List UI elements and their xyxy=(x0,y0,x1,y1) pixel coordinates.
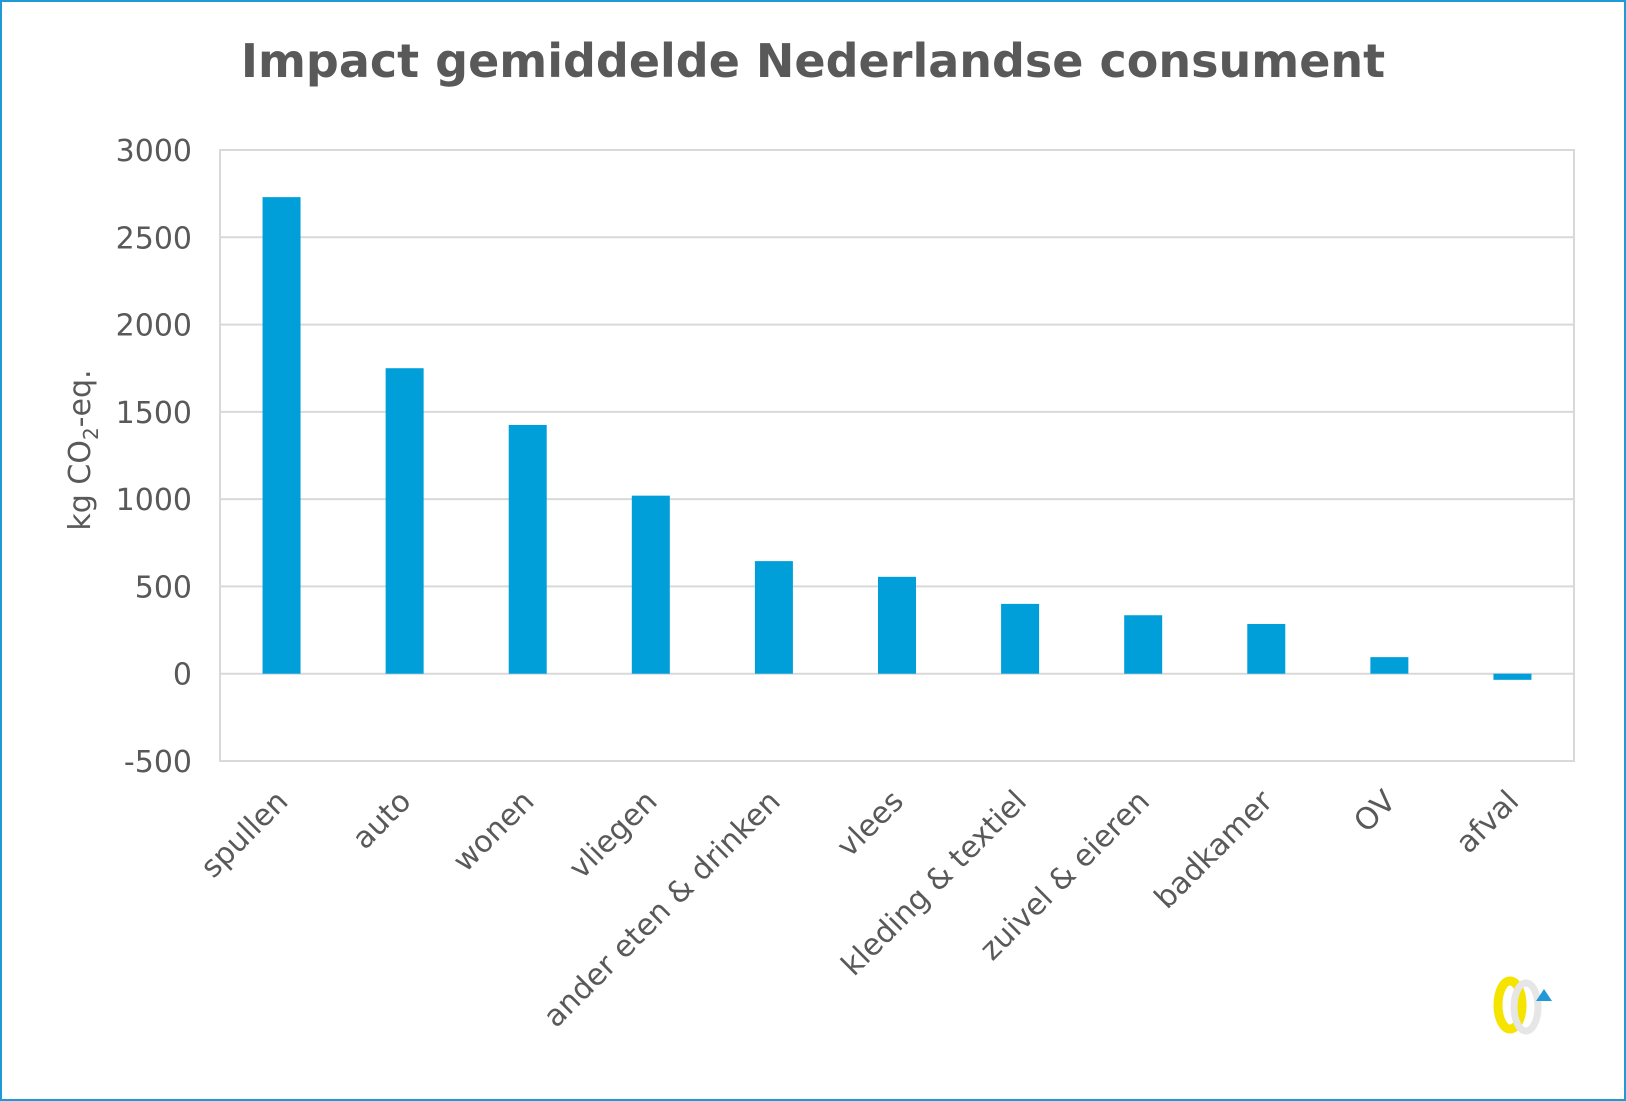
bar xyxy=(1370,657,1409,674)
x-tick-label: afval xyxy=(1449,784,1526,861)
bar xyxy=(262,197,301,674)
bar xyxy=(385,368,424,674)
y-tick-label: 2000 xyxy=(116,309,192,344)
x-tick-label: badkamer xyxy=(1148,783,1280,915)
ce-delft-logo xyxy=(1493,976,1552,1035)
bar xyxy=(1493,673,1532,680)
bar xyxy=(1124,615,1163,674)
x-tick-label: OV xyxy=(1347,784,1403,840)
y-tick-label: 500 xyxy=(135,570,192,605)
y-tick-label: -500 xyxy=(124,745,192,780)
bar xyxy=(508,424,547,674)
bar xyxy=(878,576,916,674)
x-tick-label: auto xyxy=(346,784,418,856)
bar xyxy=(1247,623,1286,674)
bar xyxy=(631,495,670,674)
x-tick-label: ander eten & drinken xyxy=(537,784,788,1035)
x-tick-label: wonen xyxy=(446,784,541,879)
chart-title: Impact gemiddelde Nederlandse consument xyxy=(240,34,1386,88)
bar xyxy=(754,561,793,674)
y-tick-label: 1000 xyxy=(116,483,192,518)
bar xyxy=(1001,603,1040,674)
y-axis-label-sub: 2 xyxy=(79,427,103,440)
x-tick-label: spullen xyxy=(194,784,295,885)
y-tick-label: 2500 xyxy=(116,221,192,256)
y-tick-labels: -500 0 500 1000 1500 2000 2500 3000 xyxy=(116,134,192,780)
x-tick-label: vliegen xyxy=(562,784,664,886)
y-tick-label: 3000 xyxy=(116,134,192,169)
y-axis-label: kg CO2-eq. xyxy=(63,369,103,530)
y-axis-label-group: kg CO2-eq. xyxy=(63,369,103,530)
y-axis-label-post: -eq. xyxy=(63,369,98,427)
x-tick-label: vlees xyxy=(830,784,910,864)
y-tick-label: 0 xyxy=(173,658,192,693)
y-axis-label-pre: kg CO xyxy=(63,440,98,531)
y-tick-label: 1500 xyxy=(116,396,192,431)
bars xyxy=(262,197,1532,680)
